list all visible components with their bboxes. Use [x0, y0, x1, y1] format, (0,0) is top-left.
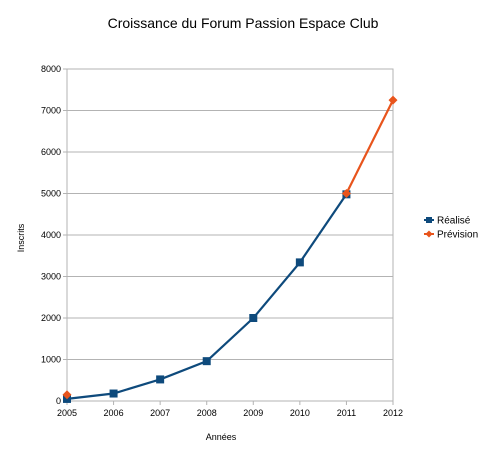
x-tick-label: 2008: [197, 408, 217, 418]
y-tick-label: 7000: [41, 106, 61, 116]
data-point-prevision: [388, 95, 398, 105]
data-point-realise: [295, 258, 304, 267]
legend-label: Prévision: [437, 230, 478, 241]
y-tick-label: 0: [56, 396, 61, 406]
legend-label: Réalisé: [437, 216, 471, 227]
chart-title: Croissance du Forum Passion Espace Club: [108, 15, 379, 31]
x-tick-label: 2009: [243, 408, 263, 418]
x-tick-label: 2007: [150, 408, 170, 418]
legend-swatch-marker: [426, 217, 432, 223]
y-tick-label: 3000: [41, 272, 61, 282]
legend-item: Prévision: [424, 230, 478, 241]
data-point-realise: [202, 357, 211, 366]
x-axis-title: Années: [206, 432, 237, 442]
y-tick-label: 8000: [41, 64, 61, 74]
data-point-realise: [156, 375, 165, 384]
data-point-realise: [109, 389, 118, 398]
y-tick-label: 6000: [41, 147, 61, 157]
data-point-prevision: [341, 189, 351, 198]
legend-item: Réalisé: [424, 216, 471, 227]
y-tick-label: 1000: [41, 355, 61, 365]
y-axis-title: Inscrits: [16, 223, 26, 252]
y-tick-label: 5000: [41, 189, 61, 199]
series-line-prevision: [345, 99, 394, 194]
x-tick-label: 2005: [57, 408, 77, 418]
y-tick-label: 4000: [41, 230, 61, 240]
series-prevision: [62, 95, 398, 400]
x-tick-label: 2012: [383, 408, 403, 418]
y-tick-label: 2000: [41, 313, 61, 323]
data-point-realise: [249, 314, 258, 322]
series-group: [62, 95, 398, 403]
data-point-prevision: [62, 390, 72, 400]
legend: Réalisé Prévision: [424, 216, 478, 241]
x-tick-label: 2010: [290, 408, 310, 418]
legend-swatch-marker: [425, 230, 433, 238]
x-tick-label: 2006: [104, 408, 124, 418]
x-axis-ticks: 2005 2006 2007 2008 2009 2010 2011 2012: [57, 401, 403, 418]
x-tick-label: 2011: [337, 408, 356, 418]
